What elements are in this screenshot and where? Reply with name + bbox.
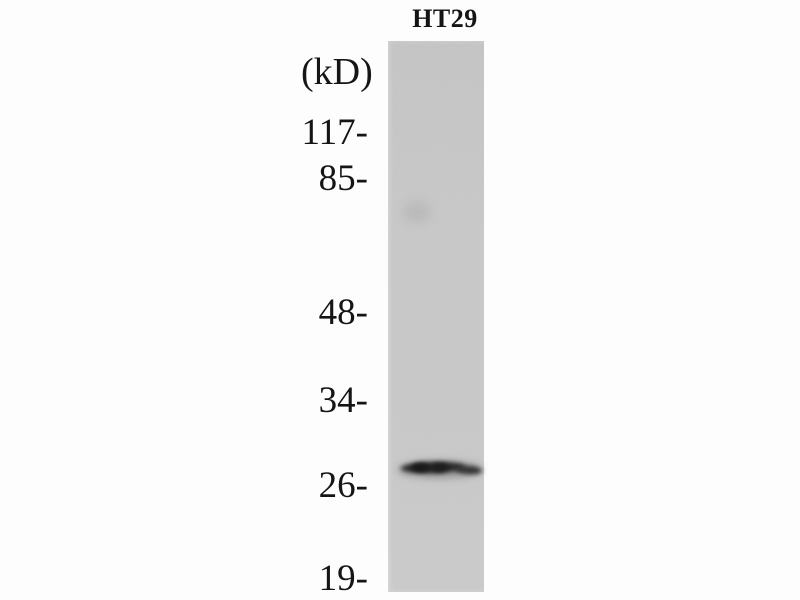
blot-lane <box>388 41 484 592</box>
mw-marker-117: 117- <box>301 112 368 153</box>
faint-artifact <box>403 201 431 223</box>
lane-label: HT29 <box>412 4 478 33</box>
band-dense-spot <box>431 463 448 472</box>
lane-noise-texture <box>388 41 484 592</box>
mw-marker-48: 48- <box>318 292 368 333</box>
unit-label: (kD) <box>301 51 373 93</box>
band-dense-spot <box>411 463 430 472</box>
mw-marker-85: 85- <box>318 158 368 199</box>
mw-marker-26: 26- <box>318 465 368 506</box>
protein-band <box>398 458 483 482</box>
mw-marker-34: 34- <box>318 380 368 421</box>
mw-marker-19: 19- <box>318 558 368 599</box>
